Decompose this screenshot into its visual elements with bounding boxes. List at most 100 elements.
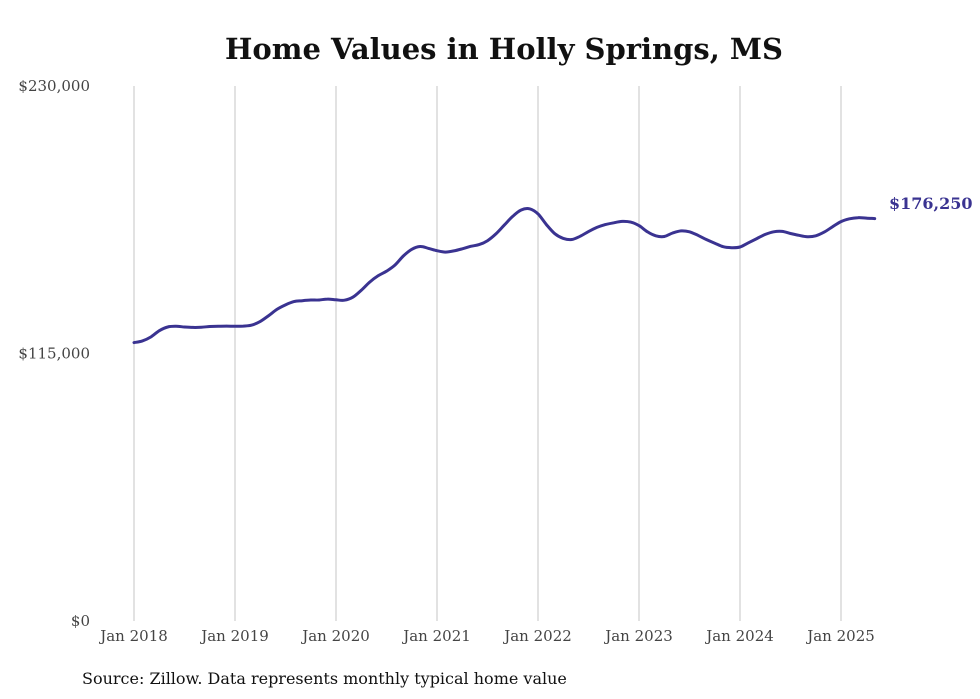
data-point-73 [747, 241, 750, 244]
data-point-63 [663, 235, 666, 238]
data-point-14 [250, 323, 253, 327]
data-point-85 [848, 217, 851, 220]
data-point-13 [242, 324, 245, 328]
data-point-19 [292, 300, 296, 303]
data-point-79 [797, 234, 801, 237]
data-point-86 [856, 216, 859, 219]
data-point-26 [351, 296, 354, 299]
chart-title: Home Values in Holly Springs, MS [225, 32, 783, 66]
data-point-16 [267, 314, 270, 317]
data-point-76 [772, 230, 775, 233]
data-point-2 [149, 335, 152, 339]
data-point-72 [738, 245, 742, 249]
data-point-31 [393, 263, 397, 267]
data-point-82 [823, 230, 826, 234]
data-point-44 [503, 223, 506, 227]
data-point-69 [713, 242, 716, 245]
data-point-67 [696, 234, 700, 237]
data-point-36 [435, 249, 439, 252]
data-point-52 [570, 238, 573, 241]
data-point-8 [200, 326, 203, 329]
data-point-29 [376, 274, 380, 277]
data-point-54 [587, 230, 590, 233]
data-point-75 [764, 233, 767, 236]
data-point-61 [646, 230, 649, 233]
data-point-42 [486, 239, 489, 242]
y-tick-label-0: $0 [71, 612, 90, 630]
x-tick-label-6: Jan 2024 [704, 627, 774, 645]
data-point-17 [275, 308, 279, 311]
data-point-55 [595, 226, 599, 229]
data-point-87 [865, 216, 868, 220]
data-point-11 [225, 324, 228, 328]
data-point-32 [402, 254, 405, 258]
data-point-27 [360, 289, 363, 292]
data-point-4 [166, 325, 169, 329]
data-point-70 [722, 245, 725, 248]
data-point-77 [780, 230, 784, 233]
y-axis-ticks: $0 $115,000 $230,000 [18, 77, 90, 630]
data-point-64 [671, 231, 674, 235]
data-point-10 [217, 325, 220, 328]
data-point-78 [789, 232, 792, 235]
data-point-80 [806, 235, 809, 238]
data-point-66 [688, 230, 691, 233]
end-value-label: $176,250 [889, 194, 973, 213]
data-point-30 [385, 270, 388, 273]
data-point-62 [654, 234, 657, 237]
y-tick-label-1: $115,000 [18, 345, 90, 363]
data-point-45 [511, 215, 514, 218]
x-tick-label-3: Jan 2021 [401, 627, 471, 645]
data-point-41 [477, 243, 481, 246]
data-point-40 [469, 245, 472, 248]
data-point-22 [318, 298, 321, 302]
data-point-47 [528, 207, 531, 210]
x-tick-label-1: Jan 2019 [199, 627, 269, 645]
data-point-74 [755, 237, 758, 240]
data-point-59 [629, 220, 632, 224]
data-point-84 [839, 220, 843, 223]
data-point-71 [730, 246, 733, 249]
data-point-53 [578, 235, 582, 238]
data-point-49 [545, 223, 548, 226]
data-point-60 [637, 224, 641, 227]
x-axis-ticks: Jan 2018 Jan 2019 Jan 2020 Jan 2021 Jan 2022… [98, 627, 875, 645]
x-tick-label-7: Jan 2025 [805, 627, 875, 645]
data-point-68 [705, 238, 708, 241]
data-point-5 [174, 325, 178, 328]
data-point-56 [604, 223, 607, 226]
data-point-65 [679, 229, 683, 233]
series-line-0 [132, 207, 877, 345]
data-point-51 [562, 237, 565, 240]
data-point-43 [494, 232, 498, 236]
series-layer [132, 207, 877, 345]
data-point-7 [191, 326, 195, 329]
data-point-9 [208, 325, 211, 328]
data-point-28 [368, 280, 371, 284]
data-point-83 [831, 225, 834, 228]
data-point-20 [301, 299, 304, 302]
data-point-81 [814, 234, 817, 237]
data-point-23 [326, 297, 329, 301]
x-tick-label-5: Jan 2023 [603, 627, 673, 645]
data-point-39 [461, 247, 464, 250]
data-point-35 [427, 247, 430, 250]
data-point-33 [410, 248, 413, 251]
vertical-gridlines [133, 86, 842, 621]
data-point-6 [183, 325, 186, 329]
data-point-46 [520, 208, 523, 212]
data-point-1 [141, 339, 144, 343]
y-tick-label-2: $230,000 [18, 77, 90, 95]
data-point-18 [284, 303, 287, 307]
x-tick-label-4: Jan 2022 [502, 627, 572, 645]
data-point-58 [621, 220, 624, 223]
data-point-21 [309, 298, 312, 302]
data-point-37 [444, 250, 447, 254]
data-point-0 [132, 341, 136, 344]
data-point-3 [158, 329, 161, 332]
source-note: Source: Zillow. Data represents monthly … [82, 669, 567, 688]
data-point-38 [452, 249, 455, 253]
data-point-50 [553, 232, 556, 235]
data-point-12 [233, 325, 237, 328]
